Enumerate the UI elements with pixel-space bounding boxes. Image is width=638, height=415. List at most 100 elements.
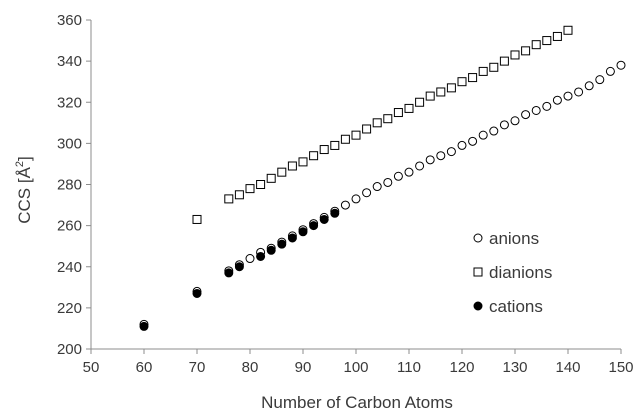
cations-point	[192, 288, 202, 298]
y-tick-label: 360	[57, 12, 82, 29]
cations-point	[277, 239, 287, 249]
anions-point	[372, 182, 382, 192]
dianions-point	[542, 36, 552, 46]
y-tick-label: 220	[57, 300, 82, 317]
dianions-point	[510, 50, 520, 60]
dianions-point	[287, 161, 297, 171]
anions-point	[574, 87, 584, 97]
dianions-point	[446, 83, 456, 93]
dianions-point	[319, 145, 329, 155]
anions-point	[415, 161, 425, 171]
anions-point	[521, 110, 531, 120]
anions-point	[457, 140, 467, 150]
anions-point	[436, 151, 446, 161]
cations-point	[139, 321, 149, 331]
y-axis-title: CCS [Å2]	[14, 156, 34, 224]
legend-marker-anions	[473, 233, 483, 243]
dianions-point	[563, 25, 573, 35]
x-tick-label: 120	[449, 359, 474, 376]
anions-point	[584, 81, 594, 91]
dianions-point	[415, 97, 425, 107]
x-tick-label: 150	[608, 359, 633, 376]
anions-point	[542, 101, 552, 111]
x-tick-label: 70	[189, 359, 206, 376]
anions-point	[393, 171, 403, 181]
cations-point	[319, 214, 329, 224]
cations-point	[224, 268, 234, 278]
legend-label-cations: cations	[489, 297, 543, 316]
y-tick-label: 280	[57, 177, 82, 194]
anions-point	[563, 91, 573, 101]
anions-point	[351, 194, 361, 204]
x-tick-label: 130	[502, 359, 527, 376]
anions-point	[616, 60, 626, 70]
x-tick-label: 110	[397, 359, 421, 376]
anions-point	[340, 200, 350, 210]
dianions-point	[340, 134, 350, 144]
anions-point	[362, 188, 372, 198]
x-tick-label: 90	[295, 359, 312, 376]
x-tick-label: 60	[136, 359, 153, 376]
anions-point	[595, 75, 605, 85]
dianions-point	[478, 66, 488, 76]
dianions-point	[256, 180, 266, 189]
dianions-point	[362, 124, 372, 134]
anions-point	[489, 126, 499, 136]
ticks: 50 60 70 80 90 100 110 120 130 140 150 200 220 240 260…	[57, 12, 634, 376]
dianions-point	[404, 103, 414, 113]
dianions-point	[192, 214, 202, 224]
anions-point	[468, 136, 478, 146]
dianions-point	[277, 167, 287, 177]
anions-point	[510, 116, 520, 126]
anions-point	[383, 177, 393, 187]
dianions-point	[393, 108, 403, 118]
dianions-point	[531, 40, 541, 50]
dianions-point	[489, 62, 499, 72]
y-axis-title-suffix: ]	[15, 156, 34, 161]
legend-label-dianions: dianions	[489, 263, 552, 282]
dianions-point	[245, 184, 255, 194]
legend-marker-dianions	[473, 267, 483, 277]
legend-marker-cations	[473, 301, 483, 311]
cations-point	[330, 208, 340, 218]
anions-point	[446, 147, 456, 157]
anions-point	[552, 95, 562, 105]
dianions-point	[224, 194, 234, 204]
legend: anions dianions cations	[473, 229, 552, 316]
dianions-point	[552, 31, 562, 41]
anions-point	[531, 105, 541, 115]
dianions-point	[436, 87, 446, 97]
cations-point	[298, 227, 308, 237]
x-tick-label: 140	[555, 359, 580, 376]
y-tick-label: 200	[57, 341, 82, 358]
anions-point	[478, 130, 488, 140]
x-axis-title: Number of Carbon Atoms	[261, 393, 453, 412]
y-tick-label: 240	[57, 259, 82, 276]
x-tick-label: 100	[343, 359, 368, 376]
anions-point	[404, 167, 414, 177]
dianions-point	[351, 130, 361, 140]
dianions-point	[309, 151, 319, 161]
series-anions	[139, 60, 626, 329]
dianions-point	[298, 157, 308, 167]
x-tick-label: 80	[242, 359, 259, 376]
cations-point	[234, 262, 244, 272]
cations-point	[266, 245, 276, 255]
dianions-point	[266, 173, 276, 183]
cations-point	[287, 233, 297, 243]
dianions-point	[330, 140, 340, 150]
x-tick-label: 50	[83, 359, 100, 376]
anions-point	[425, 155, 435, 165]
y-axis-title-superscript: 2	[14, 161, 26, 167]
dianions-point	[425, 91, 435, 101]
anions-point	[605, 66, 615, 76]
legend-label-anions: anions	[489, 229, 539, 248]
cations-point	[256, 251, 266, 261]
data-points	[139, 25, 626, 331]
y-tick-label: 300	[57, 135, 82, 152]
y-tick-label: 260	[57, 218, 82, 235]
anions-point	[245, 254, 255, 264]
series-cations	[139, 208, 340, 331]
series-dianions	[192, 25, 573, 224]
